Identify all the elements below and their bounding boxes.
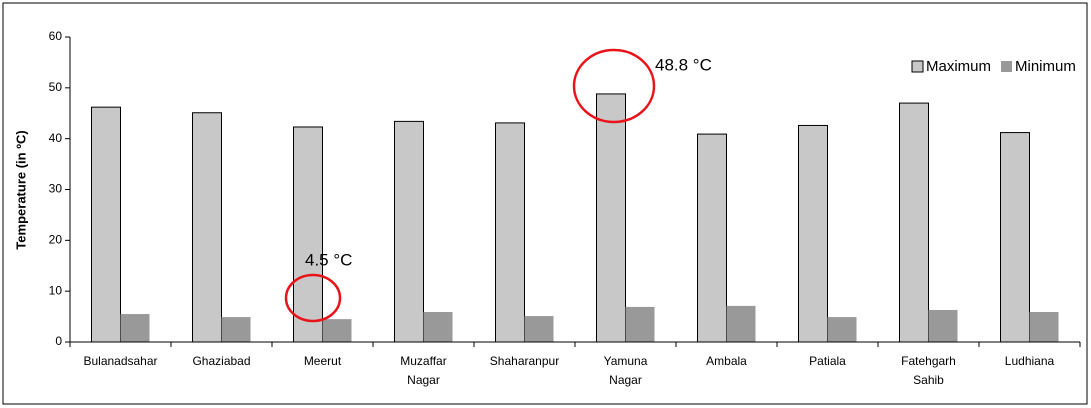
- x-tick-label: Patiala: [809, 354, 846, 368]
- bar: [394, 120, 424, 343]
- x-tick-label: Fatehgarh Sahib: [901, 354, 956, 387]
- legend-label: Minimum: [1015, 58, 1076, 75]
- bar: [1000, 132, 1030, 343]
- x-tick-label: Meerut: [303, 354, 342, 368]
- annotation: 4.5 °C: [305, 250, 352, 269]
- bar: [596, 93, 626, 343]
- x-tick-label: Muzaffar Nagar: [400, 354, 447, 387]
- highlight-circle: [572, 48, 656, 124]
- y-axis-label: Temperature (in ºC): [13, 130, 28, 249]
- highlight-circle: [284, 273, 342, 323]
- legend-swatch: [1001, 61, 1013, 72]
- x-tick-label: Ambala: [706, 354, 747, 368]
- x-tick-label: Shaharanpur: [489, 354, 560, 368]
- bar: [322, 319, 352, 342]
- bar: [423, 312, 453, 342]
- y-tick-label: 40: [49, 131, 63, 145]
- bar: [1029, 312, 1059, 342]
- bar: [726, 305, 756, 342]
- y-tick-label: 20: [49, 233, 63, 247]
- legend-label: Maximum: [926, 58, 991, 75]
- x-tick-label: Yamuna Nagar: [603, 354, 648, 387]
- bar: [928, 309, 958, 342]
- y-tick-label: 0: [55, 334, 62, 348]
- bar: [798, 124, 828, 343]
- y-tick-label: 60: [49, 29, 63, 43]
- bar: [221, 317, 251, 342]
- bar: [697, 133, 727, 343]
- x-tick-label: Ludhiana: [1004, 354, 1055, 368]
- annotation: 48.8 °C: [655, 55, 712, 74]
- x-tick-label: Ghaziabad: [192, 354, 251, 368]
- legend-swatch: [911, 60, 924, 73]
- y-tick-label: 30: [49, 182, 63, 196]
- bar: [899, 102, 929, 343]
- y-tick-label: 50: [49, 80, 63, 94]
- bar: [524, 316, 554, 342]
- bar: [625, 306, 655, 342]
- bar: [192, 112, 222, 343]
- bar: [293, 126, 323, 343]
- x-tick-label: Bulanadsahar: [83, 354, 158, 368]
- bar: [495, 122, 525, 343]
- bar: [91, 106, 121, 343]
- y-tick-label: 10: [49, 283, 63, 297]
- bar: [120, 314, 150, 342]
- bar: [827, 317, 857, 342]
